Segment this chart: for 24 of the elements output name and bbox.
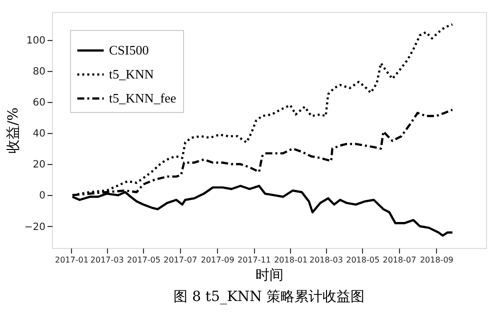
y-tick-label: 20: [32, 160, 46, 171]
x-tick-label: 2017-07: [164, 256, 198, 264]
x-tick-label: 2017-01: [54, 256, 88, 264]
x-axis-title: 时间: [256, 268, 284, 284]
text: 图 8 t5_KNN 策略累计收益图: [174, 289, 364, 305]
y-tick-label: −20: [24, 222, 46, 233]
y-tick-label: 0: [39, 190, 46, 202]
x-tick-label: 2017-11: [237, 256, 271, 264]
x-tick-label: 2018-09: [420, 256, 454, 264]
x-tick-label: 2018-07: [382, 256, 416, 264]
legend-label: t5_KNN: [109, 66, 154, 82]
x-tick-label: 2017-05: [127, 256, 160, 264]
y-tick-label: 100: [26, 35, 46, 46]
x-tick-label: 2017-03: [90, 256, 124, 264]
y-tick-label: 80: [32, 66, 46, 78]
x-tick-label: 2018-05: [346, 256, 380, 264]
y-tick-label: 60: [32, 98, 46, 109]
x-tick-label: 2018-03: [310, 256, 343, 264]
legend-label: CSI500: [109, 42, 149, 58]
y-axis-title: 收益/%: [5, 107, 22, 154]
y-tick-label: 40: [32, 128, 46, 140]
x-tick-label: 2018-01: [274, 256, 308, 264]
x-tick-label: 2017-09: [200, 256, 234, 264]
legend-label: t5_KNN_fee: [109, 90, 176, 106]
